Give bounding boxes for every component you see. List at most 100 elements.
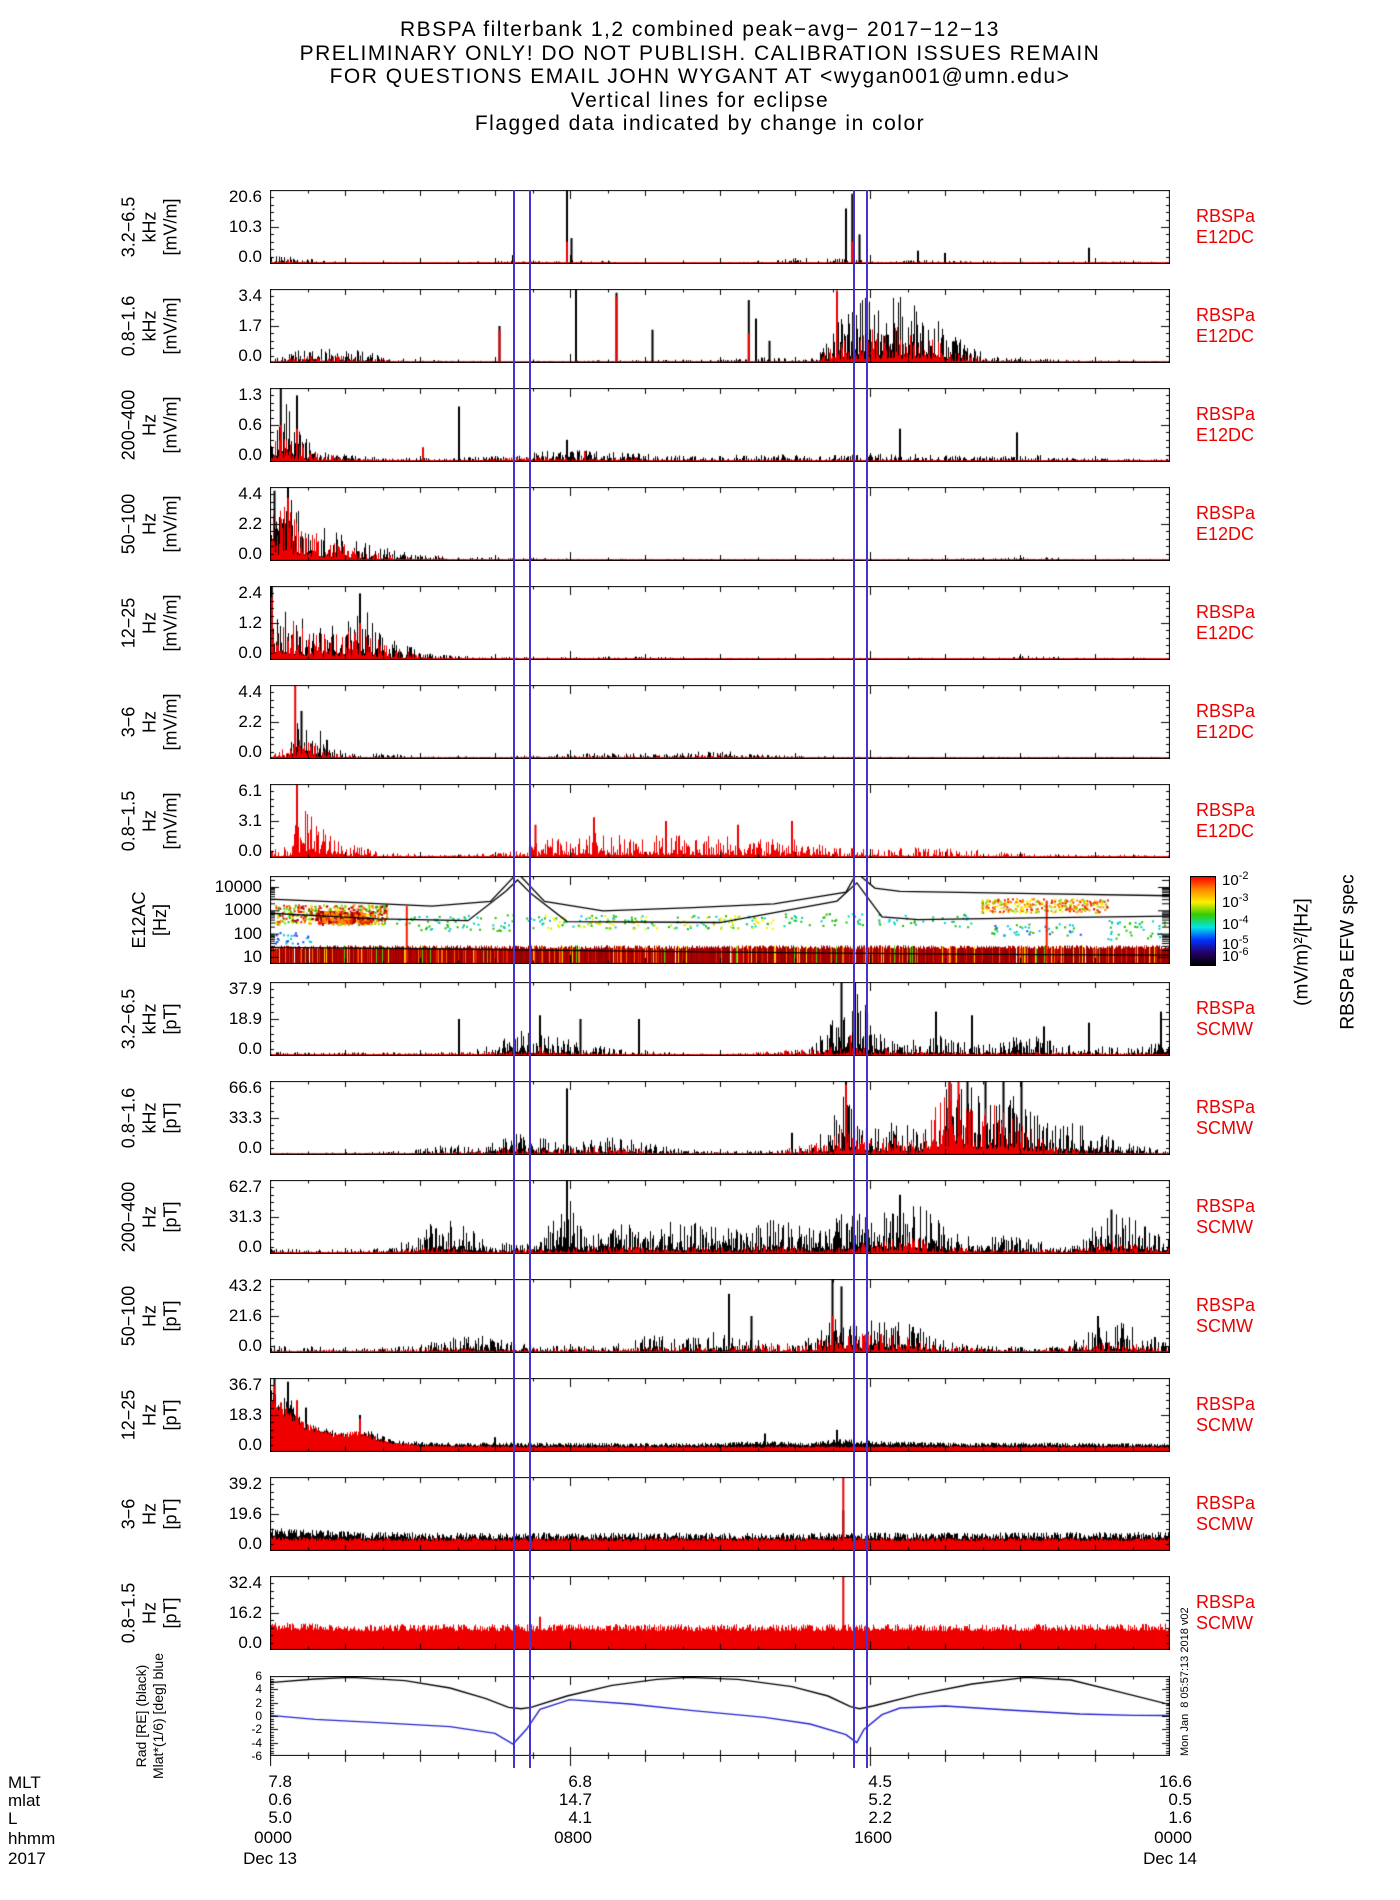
row-header-l: L — [8, 1809, 18, 1828]
source-label-0: RBSPa E12DC — [1196, 206, 1255, 248]
y-tick-label: 0.0 — [238, 1336, 262, 1355]
axis-label-line: Hz — [139, 1206, 160, 1229]
x-axis-value-l: 2.2 — [868, 1808, 893, 1827]
axis-label-line: [pT] — [160, 1300, 181, 1332]
y-tick-label: 36.7 — [228, 1375, 262, 1394]
y-tick-label: 0.0 — [238, 1039, 262, 1058]
axis-label-line: kHz — [139, 1003, 160, 1035]
axis-label-line: [mV/m] — [160, 792, 181, 850]
y-tick-label: 100 — [233, 924, 262, 943]
x-axis-value-mlt: 16.6 — [1158, 1772, 1192, 1791]
y-tick-label: 10 — [243, 947, 262, 966]
row-header-mlt: MLT — [8, 1773, 41, 1792]
x-axis-value-mlt: 4.5 — [868, 1772, 893, 1791]
panel-canvas-4 — [270, 586, 1170, 660]
title-contact: FOR QUESTIONS EMAIL JOHN WYGANT AT <wyga… — [329, 65, 1071, 88]
source-label-line: RBSPa — [1196, 1493, 1256, 1513]
source-label-line: RBSPa — [1196, 1394, 1256, 1414]
axis-label-line: Hz — [139, 1602, 160, 1624]
source-label-3: RBSPa E12DC — [1196, 503, 1255, 545]
panel-canvas-1 — [270, 289, 1170, 363]
source-label-line: E12DC — [1196, 524, 1255, 544]
y-tick-label: 1.2 — [238, 613, 262, 632]
axis-label-line: Hz — [139, 711, 160, 733]
eclipse-line — [513, 190, 515, 1768]
y-tick-label: 6 — [255, 1669, 262, 1683]
y-tick-label: 0.0 — [238, 1138, 262, 1157]
panel-axis-label-2: 200−400 Hz [mV/m] — [119, 390, 182, 461]
x-axis-value-mlt: 7.8 — [268, 1772, 292, 1791]
panel-canvas-13 — [270, 1477, 1170, 1551]
title-eclipse-note: Vertical lines for eclipse — [570, 88, 830, 112]
source-label-line: E12DC — [1196, 623, 1255, 643]
axis-label-line: 3.2−6.5 — [118, 196, 139, 258]
panel-canvas-0 — [270, 190, 1170, 264]
y-tick-label: 21.6 — [228, 1306, 262, 1325]
title-block: RBSPA filterbank 1,2 combined peak−avg− … — [0, 18, 1400, 136]
y-tick-label: -2 — [251, 1722, 262, 1737]
axis-label-line: [pT] — [160, 1498, 181, 1530]
source-label-line: SCMW — [1196, 1217, 1253, 1237]
panel-axis-label-1: 0.8−1.6 kHz [mV/m] — [119, 296, 182, 357]
panel-axis-label-15: Rad [RE] (black) Mlat*(1/6) [deg] blue — [133, 1653, 167, 1779]
axis-label-line: Mlat*(1/6) [deg] blue — [150, 1652, 166, 1780]
y-tick-label: 3.4 — [238, 286, 262, 305]
x-axis-value-l: 1.6 — [1168, 1808, 1192, 1827]
axis-label-line: Rad [RE] (black) — [133, 1664, 149, 1768]
axis-label-line: 3−6 — [118, 706, 139, 738]
source-label-line: RBSPa — [1196, 1295, 1256, 1315]
source-label-11: RBSPa SCMW — [1196, 1295, 1255, 1337]
panel-axis-label-13: 3−6 Hz [pT] — [119, 1498, 182, 1529]
source-label-line: E12DC — [1196, 722, 1255, 742]
panel-canvas-15 — [270, 1676, 1170, 1756]
source-label-line: SCMW — [1196, 1316, 1253, 1336]
x-axis-value-l: 4.1 — [568, 1808, 592, 1827]
axis-label-line: 50−100 — [118, 1285, 139, 1347]
y-tick-label: 2.4 — [238, 583, 262, 602]
panel-canvas-2 — [270, 388, 1170, 462]
axis-label-line: 0.8−1.5 — [118, 1582, 139, 1644]
axis-label-line: 0.8−1.5 — [118, 790, 139, 852]
x-axis-value-mlt: 6.8 — [568, 1772, 592, 1791]
source-label-line: RBSPa — [1196, 998, 1256, 1018]
colorbar-tick-label: 10-5 — [1222, 934, 1249, 953]
panel-canvas-14 — [270, 1576, 1170, 1650]
panel-axis-label-8: 3.2−6.5 kHz [pT] — [119, 989, 182, 1050]
panel-canvas-9 — [270, 1081, 1170, 1155]
source-label-line: RBSPa — [1196, 404, 1256, 424]
colorbar-unit-label: (mV/m)²/[Hz] — [1291, 898, 1313, 1006]
spectrogram-colorbar — [1190, 876, 1216, 966]
source-label-2: RBSPa E12DC — [1196, 404, 1255, 446]
colorbar-tick-label: 10-4 — [1222, 914, 1249, 933]
y-tick-label: 62.7 — [228, 1177, 262, 1196]
y-tick-label: 33.3 — [228, 1108, 262, 1127]
x-axis-value-mlat: 0.5 — [1168, 1790, 1192, 1809]
x-axis-date: Dec 14 — [1143, 1849, 1197, 1868]
row-header-hhmm: hhmm — [8, 1829, 56, 1848]
y-tick-label: 10000 — [214, 877, 262, 896]
panel-axis-label-10: 200−400 Hz [pT] — [119, 1182, 182, 1253]
axis-label-line: [mV/m] — [160, 396, 181, 454]
panel-axis-label-9: 0.8−1.6 kHz [pT] — [119, 1088, 182, 1149]
y-tick-label: 1.3 — [238, 385, 262, 404]
axis-label-line: kHz — [139, 310, 160, 342]
axis-label-line: [mV/m] — [160, 198, 181, 256]
panel-canvas-6 — [270, 784, 1170, 858]
x-axis-value-hhmm: 1600 — [854, 1828, 893, 1847]
creation-timestamp: Mon Jan 8 05:57:13 2018 v02 — [1179, 1607, 1191, 1756]
plot-title: RBSPA filterbank 1,2 combined peak−avg− … — [400, 18, 1000, 41]
row-header-year: 2017 — [8, 1849, 46, 1868]
y-tick-label: 0.6 — [238, 415, 262, 434]
panel-axis-label-0: 3.2−6.5 kHz [mV/m] — [119, 197, 182, 258]
source-label-line: E12DC — [1196, 326, 1255, 346]
y-tick-label: 2.2 — [238, 514, 262, 533]
eclipse-line — [853, 190, 856, 1768]
panel-axis-label-14: 0.8−1.5 Hz [pT] — [119, 1583, 182, 1644]
colorbar-tick-label: 10-3 — [1222, 892, 1249, 911]
source-label-line: RBSPa — [1196, 800, 1256, 820]
source-label-10: RBSPa SCMW — [1196, 1196, 1255, 1238]
eclipse-line — [529, 190, 532, 1768]
axis-label-line: 12−25 — [118, 1389, 139, 1441]
source-label-line: RBSPa — [1196, 1097, 1256, 1117]
panel-axis-label-11: 50−100 Hz [pT] — [119, 1286, 182, 1347]
